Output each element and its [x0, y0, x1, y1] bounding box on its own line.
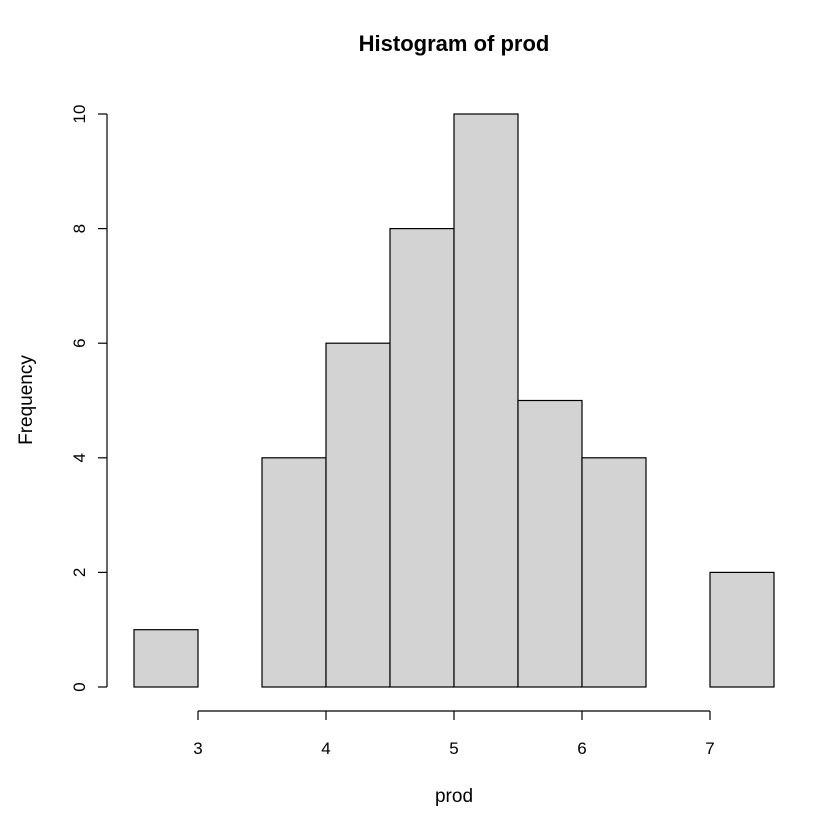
- x-tick-label: 7: [705, 739, 714, 758]
- y-tick-label: 6: [70, 338, 89, 347]
- x-axis-label: prod: [435, 786, 473, 807]
- histogram-bar: [133, 629, 199, 688]
- x-axis: 3 4 5 6 7: [193, 710, 715, 758]
- y-tick-label: 10: [70, 105, 89, 124]
- y-tick-label: 4: [70, 453, 89, 462]
- histogram-bar: [325, 342, 391, 688]
- y-tick-label: 8: [70, 224, 89, 233]
- chart-title: Histogram of prod: [359, 31, 550, 56]
- histogram-bar: [709, 571, 775, 688]
- x-tick-label: 3: [193, 739, 202, 758]
- x-tick-label: 4: [321, 739, 330, 758]
- y-tick-label: 0: [70, 682, 89, 691]
- y-tick-label: 2: [70, 568, 89, 577]
- x-tick-label: 6: [577, 739, 586, 758]
- x-tick-label: 5: [449, 739, 458, 758]
- histogram-bar: [261, 457, 327, 688]
- y-axis-label: Frequency: [16, 355, 37, 445]
- y-axis: 0 2 4 6 8 10: [70, 105, 108, 692]
- histogram-bar: [517, 399, 583, 688]
- histogram-bar: [453, 113, 519, 688]
- histogram-bar: [581, 457, 647, 688]
- histogram-bars: [133, 113, 775, 688]
- histogram-bar: [389, 228, 455, 688]
